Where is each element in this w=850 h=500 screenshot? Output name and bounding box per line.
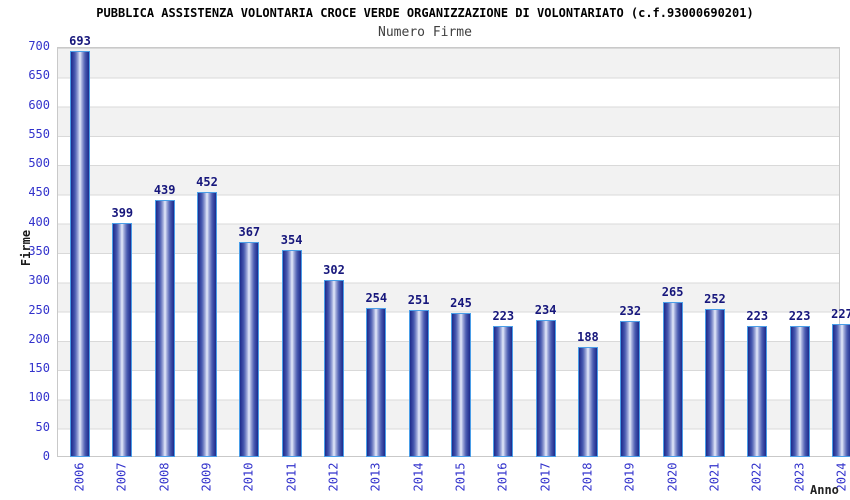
y-tick-label: 50 [35,419,50,434]
bar-value-label: 223 [788,309,811,323]
bar-value-label: 354 [280,233,303,247]
bar-value-label: 188 [577,330,599,344]
y-tick-label: 600 [28,97,50,112]
bar-value-label: 251 [407,293,430,307]
y-tick-label: 700 [28,39,50,53]
y-axis-ticks: 0 50 100 150 200 250 300 350 400 450 500 550 600 650 7… [0,0,52,500]
x-tick-label: 2023 [792,462,807,492]
x-tick-label: 2007 [114,462,129,492]
bar [704,309,725,457]
bar [662,302,683,457]
bar-value-label: 399 [111,206,134,220]
bar-value-label: 367 [238,225,261,239]
x-tick-label: 2010 [241,462,256,492]
bar [154,200,175,457]
x-tick-label: 2017 [538,462,553,492]
bars-layer: 693 399 439 452 367 354 302 254 251 245 223 234 188 2… [57,35,850,457]
x-tick-label: 2009 [199,462,214,492]
y-tick-label: 550 [28,126,50,141]
y-tick-label: 650 [28,68,50,83]
bar [408,310,429,457]
bar-value-label: 232 [619,304,642,318]
x-tick-label: 2019 [622,462,637,492]
x-tick-label: 2008 [157,462,172,492]
bar [281,250,302,457]
y-tick-label: 450 [28,185,50,200]
bar-value-label: 439 [153,183,176,197]
x-tick-label: 2018 [580,462,595,492]
bar [366,308,387,457]
x-tick-label: 2015 [453,462,468,492]
x-tick-label: 2012 [326,462,341,492]
x-tick-label: 2006 [72,462,87,492]
y-tick-label: 250 [28,302,50,317]
y-tick-label: 400 [28,214,50,229]
bar-value-label: 223 [746,309,769,323]
bar-value-label: 223 [492,309,515,323]
bar [577,347,598,457]
bar [70,51,90,457]
x-tick-label: 2020 [665,462,680,492]
x-tick-label: 2014 [411,462,426,492]
bar [112,223,133,457]
bar [535,320,556,457]
chart-title: PUBBLICA ASSISTENZA VOLONTARIA CROCE VER… [96,6,754,20]
x-axis-ticks: 2006 2007 2008 2009 2010 2011 2012 2013 2014 2015… [57,457,850,500]
y-tick-label: 150 [28,361,50,376]
x-tick-label: 2011 [284,462,299,492]
y-tick-label: 100 [28,390,50,405]
bar-value-label: 252 [704,292,726,306]
y-tick-label: 300 [28,273,50,288]
bar [789,326,810,457]
bar [196,192,217,457]
bar-value-label: 254 [365,291,388,305]
bar-value-label: 245 [450,296,472,310]
bar [493,326,514,457]
y-tick-label: 200 [28,331,50,346]
bar-value-label: 693 [69,34,91,48]
bar-value-label: 265 [661,285,684,299]
bar [450,313,471,457]
bar [831,324,850,457]
x-axis-title: Anno [810,483,839,497]
x-tick-label: 2022 [749,462,764,492]
bar [747,326,768,457]
bar-value-label: 302 [323,263,345,277]
y-axis-title: Firme [19,229,33,267]
y-tick-label: 350 [28,244,50,258]
x-tick-label: 2016 [495,462,510,492]
bar-value-label: 227 [831,307,850,321]
bar [323,280,344,457]
bar-value-label: 452 [196,175,218,189]
y-tick-label: 500 [28,156,50,171]
bar [239,242,260,457]
bar-value-label: 234 [534,303,557,317]
y-tick-label: 0 [42,449,50,463]
x-tick-label: 2021 [707,462,722,492]
bar [620,321,641,457]
chart-subtitle: Numero Firme [378,25,472,40]
x-tick-label: 2013 [368,462,383,492]
